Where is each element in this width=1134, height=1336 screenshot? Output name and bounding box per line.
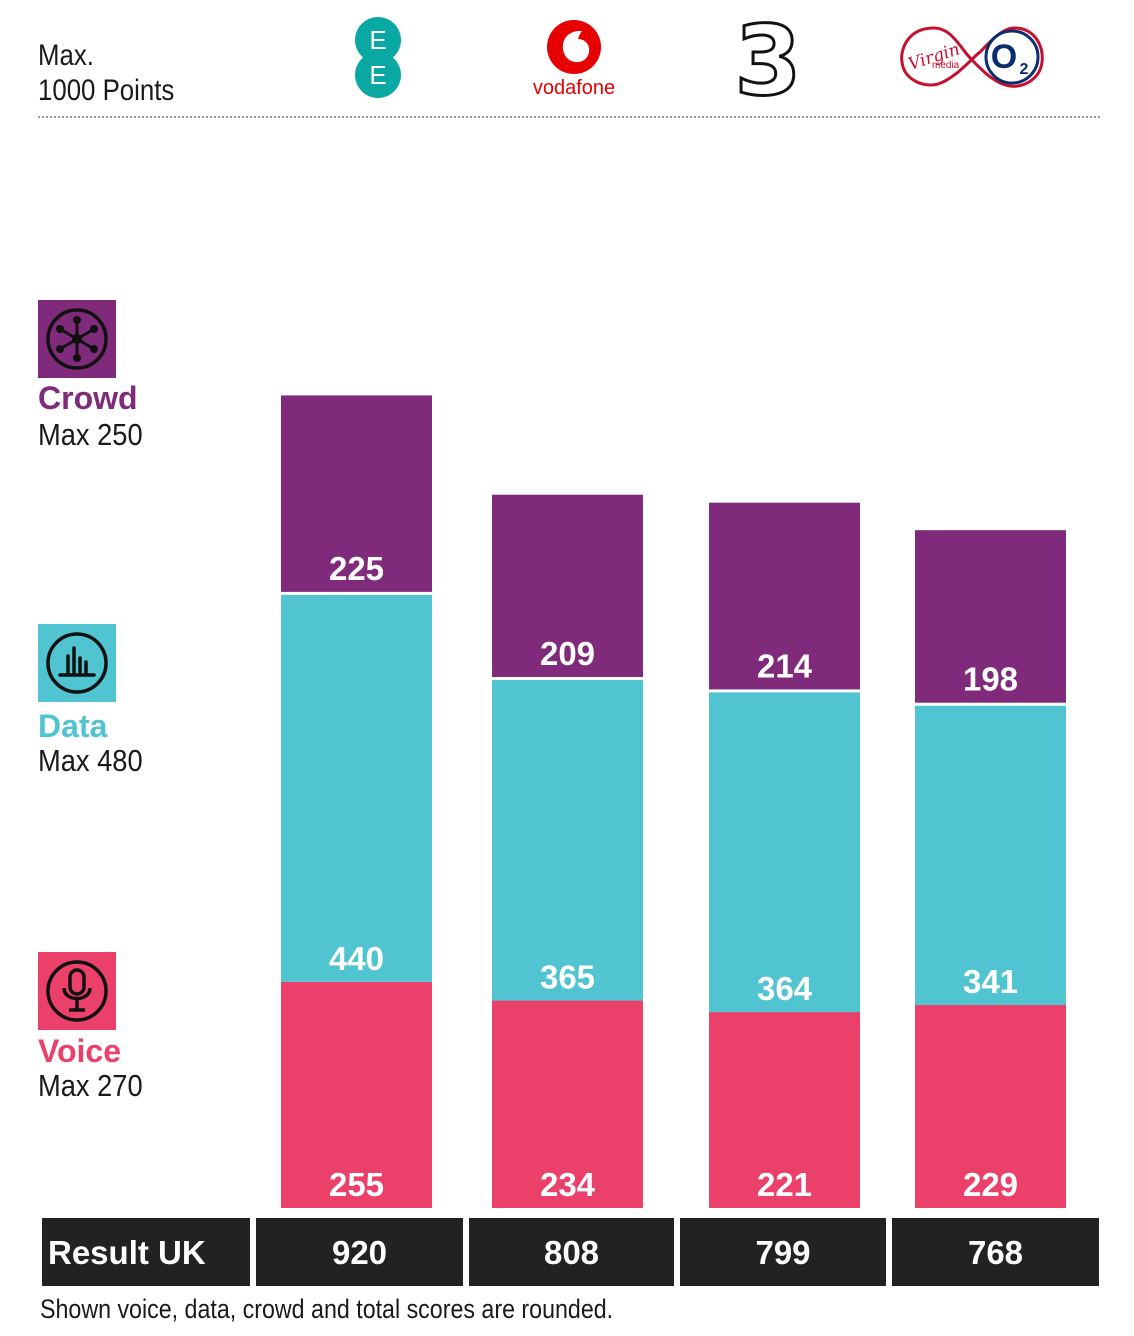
- bar-voice-ee: [281, 981, 432, 1208]
- bar-data-ee: [281, 594, 432, 982]
- footnote: Shown voice, data, crowd and total score…: [40, 1294, 614, 1324]
- ee-logo-letter-2: E: [369, 60, 386, 90]
- bar-label-data-three: 364: [757, 970, 813, 1007]
- bar-label-data-virgin-media-o2: 341: [963, 963, 1018, 1000]
- bar-voice-vodafone: [492, 1000, 643, 1208]
- bar-data-three: [709, 692, 860, 1013]
- max-label-line2: 1000 Points: [38, 74, 175, 107]
- bar-label-crowd-ee: 225: [329, 550, 384, 587]
- result-total-1: 920: [332, 1234, 387, 1271]
- max-points-label: Max. 1000 Points: [38, 38, 174, 108]
- bar-label-crowd-three: 214: [757, 647, 813, 684]
- header-divider: [38, 116, 1100, 118]
- bar-crowd-ee: [281, 395, 432, 592]
- legend-data-label: Data: [38, 708, 108, 744]
- bar-label-voice-ee: 255: [329, 1166, 384, 1203]
- max-label-line1: Max.: [38, 39, 94, 72]
- bar-label-crowd-vodafone: 209: [540, 635, 595, 672]
- legend-voice-max: Max 270: [38, 1068, 143, 1103]
- bar-label-crowd-virgin-media-o2: 198: [963, 661, 1018, 698]
- result-total-3: 799: [755, 1234, 810, 1271]
- bar-voice-three: [709, 1012, 860, 1208]
- o2-letter: O: [991, 38, 1017, 76]
- bar-data-vodafone: [492, 679, 643, 1001]
- result-total-2: 808: [544, 1234, 599, 1271]
- three-logo-icon: 3: [726, 4, 810, 119]
- bar-label-voice-vodafone: 234: [540, 1166, 596, 1203]
- o2-subscript: 2: [1020, 61, 1029, 78]
- bar-label-voice-virgin-media-o2: 229: [963, 1166, 1018, 1203]
- stacked-bar-chart: 255 440 225 234 365 209 221 364 214 229 341 198 Resu…: [42, 395, 1099, 1286]
- result-cell-2: [469, 1218, 674, 1286]
- ee-logo-icon: E E: [353, 16, 403, 100]
- crowd-network-icon: [38, 300, 116, 378]
- bar-label-data-vodafone: 365: [540, 959, 595, 996]
- ee-logo-letter-1: E: [369, 25, 386, 55]
- bar-label-voice-three: 221: [757, 1166, 812, 1203]
- result-cell-1: [256, 1218, 463, 1286]
- legend-crowd-label: Crowd: [38, 380, 138, 416]
- result-uk-label: Result UK: [48, 1234, 206, 1271]
- result-label-cell: [42, 1218, 250, 1286]
- three-logo-numeral: 3: [735, 10, 802, 102]
- vodafone-logo-icon: vodafone: [526, 18, 622, 100]
- bar-voice-virgin-media-o2: [915, 1004, 1066, 1208]
- legend-voice-label: Voice: [38, 1033, 121, 1069]
- bar-label-data-ee: 440: [329, 940, 384, 977]
- vodafone-wordmark: vodafone: [533, 77, 615, 99]
- result-cell-3: [680, 1218, 886, 1286]
- microphone-icon: [38, 952, 116, 1030]
- media-wordmark: media: [932, 60, 960, 71]
- legend-crowd-max: Max 250: [38, 417, 143, 452]
- virgin-media-o2-logo-icon: Virgin media O 2: [898, 22, 1046, 94]
- bar-crowd-vodafone: [492, 494, 643, 677]
- bar-crowd-three: [709, 502, 860, 690]
- bar-data-virgin-media-o2: [915, 705, 1066, 1005]
- bar-crowd-virgin-media-o2: [915, 530, 1066, 703]
- result-total-4: 768: [968, 1234, 1023, 1271]
- result-cell-4: [892, 1218, 1099, 1286]
- data-bars-icon: [38, 624, 116, 702]
- legend-data-max: Max 480: [38, 743, 143, 778]
